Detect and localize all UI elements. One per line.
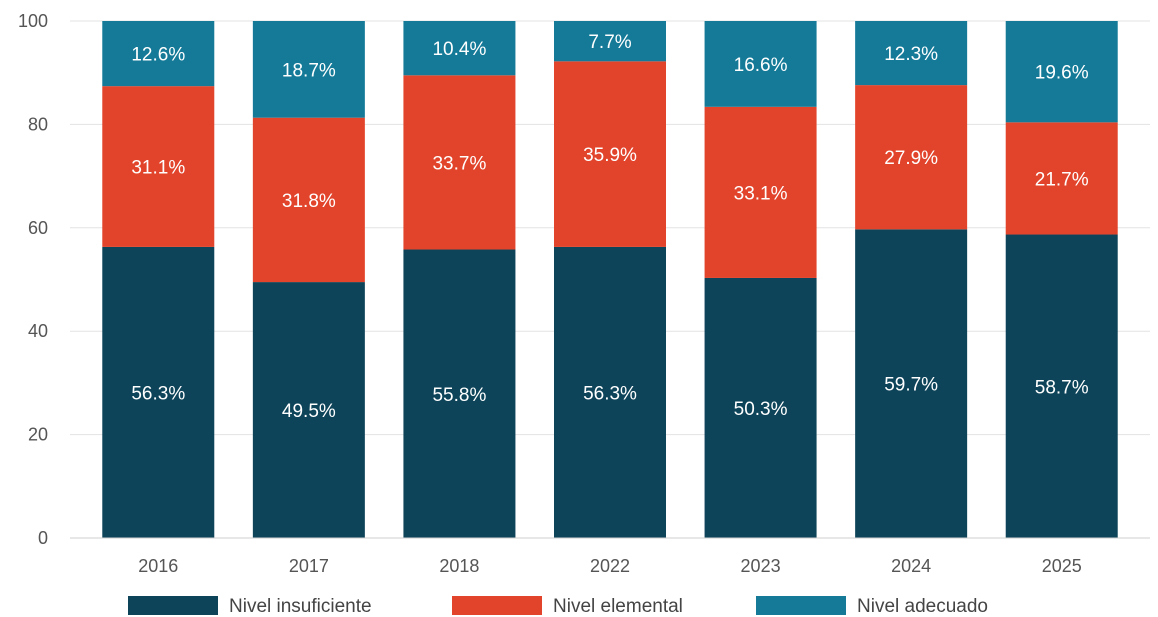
data-label: 31.1% <box>131 158 185 179</box>
y-tick-label: 20 <box>28 425 48 445</box>
data-label: 12.3% <box>884 44 938 65</box>
legend-swatch <box>452 596 542 615</box>
legend-swatch <box>128 596 218 615</box>
data-label: 55.8% <box>432 385 486 406</box>
bar-segment <box>252 21 365 118</box>
y-tick-label: 0 <box>38 528 48 548</box>
data-label: 33.7% <box>432 153 486 174</box>
x-tick-label: 2022 <box>590 556 630 576</box>
y-axis: 0 20 40 60 80 100 <box>18 11 48 548</box>
bar-segment <box>1005 21 1118 123</box>
bar-segment <box>102 21 215 87</box>
legend: Nivel insuficiente Nivel elemental Nivel a… <box>128 596 988 617</box>
bar-segment <box>252 282 365 538</box>
data-label: 18.7% <box>282 60 336 81</box>
bar-segment <box>252 117 365 283</box>
data-label: 10.4% <box>432 39 486 60</box>
bar-segment <box>855 21 968 86</box>
bar-segment <box>554 246 666 538</box>
y-tick-label: 60 <box>28 218 48 238</box>
bar-segment <box>855 85 968 230</box>
x-tick-label: 2025 <box>1042 556 1082 576</box>
x-tick-label: 2023 <box>741 556 781 576</box>
y-tick-label: 40 <box>28 321 48 341</box>
bar-segment <box>403 75 516 250</box>
bar-segment <box>704 277 817 538</box>
data-label: 27.9% <box>884 148 938 169</box>
legend-label: Nivel insuficiente <box>229 596 372 617</box>
legend-label: Nivel adecuado <box>857 596 988 617</box>
data-label: 31.8% <box>282 191 336 212</box>
data-label: 35.9% <box>583 145 637 166</box>
data-label: 12.6% <box>131 45 185 66</box>
bar-segment <box>554 21 666 62</box>
y-tick-label: 80 <box>28 114 48 134</box>
data-label: 49.5% <box>282 401 336 422</box>
bar-segment <box>102 86 215 247</box>
x-tick-label: 2017 <box>289 556 329 576</box>
data-label: 50.3% <box>734 399 788 420</box>
y-tick-label: 100 <box>18 11 48 31</box>
legend-label: Nivel elemental <box>553 596 683 617</box>
bar-segment <box>102 246 215 538</box>
x-tick-label: 2024 <box>891 556 931 576</box>
data-label: 21.7% <box>1035 169 1089 190</box>
x-axis: 2016 2017 2018 2022 2023 2024 2025 <box>70 537 1150 576</box>
bar-segment <box>704 21 817 107</box>
data-label: 56.3% <box>583 383 637 404</box>
bar-segment <box>1005 234 1118 538</box>
data-label: 16.6% <box>734 55 788 76</box>
bar-segment <box>554 61 666 247</box>
bar-segment <box>403 249 516 538</box>
data-label: 59.7% <box>884 375 938 396</box>
x-tick-label: 2016 <box>138 556 178 576</box>
data-label: 33.1% <box>734 183 788 204</box>
bars: 56.3% 31.1% 12.6% 49.5% 31.8% 18.7% 55.8% 33.7%… <box>102 21 1118 538</box>
bar-segment <box>403 21 516 76</box>
legend-swatch <box>756 596 846 615</box>
bar-segment <box>1005 122 1118 235</box>
x-tick-label: 2018 <box>439 556 479 576</box>
bar-segment <box>704 106 817 278</box>
data-label: 58.7% <box>1035 377 1089 398</box>
data-label: 56.3% <box>131 383 185 404</box>
data-label: 7.7% <box>588 32 631 53</box>
data-label: 19.6% <box>1035 63 1089 84</box>
bar-segment <box>855 229 968 538</box>
